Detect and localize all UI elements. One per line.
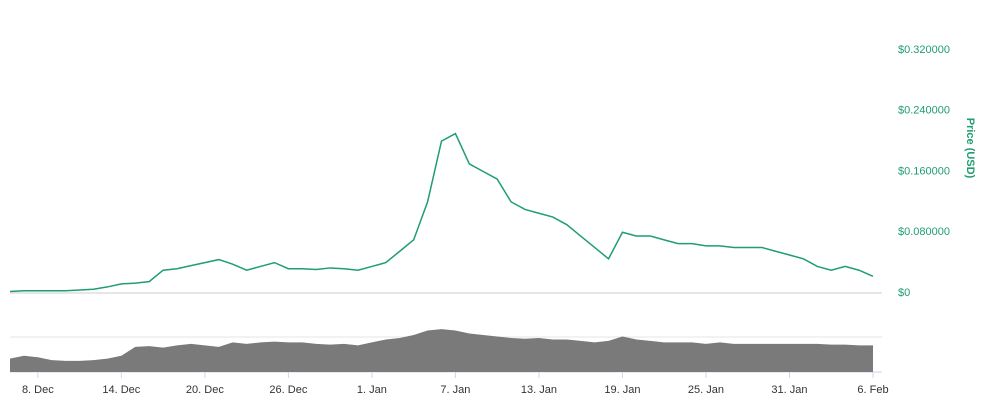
y-tick-label: $0.320000 xyxy=(898,44,950,56)
y-tick-label: $0.080000 xyxy=(898,226,950,238)
x-tick-label: 26. Dec xyxy=(269,384,307,396)
y-tick-label: $0.240000 xyxy=(898,105,950,117)
price-line xyxy=(9,132,874,293)
x-tick-label: 14. Dec xyxy=(102,384,140,396)
x-tick-label: 7. Jan xyxy=(440,384,470,396)
y-axis-label: Price (USD) xyxy=(964,118,976,179)
x-tick-label: 8. Dec xyxy=(22,384,54,396)
x-tick-label: 20. Dec xyxy=(186,384,224,396)
x-tick-label: 1. Jan xyxy=(357,384,387,396)
y-tick-label: $0 xyxy=(898,287,910,299)
x-tick-label: 31. Jan xyxy=(771,384,807,396)
x-tick-label: 19. Jan xyxy=(604,384,640,396)
y-tick-label: $0.160000 xyxy=(898,165,950,177)
x-tick-label: 6. Feb xyxy=(857,384,888,396)
volume-area xyxy=(10,329,873,372)
x-tick-label: 25. Jan xyxy=(688,384,724,396)
x-tick-label: 13. Jan xyxy=(521,384,557,396)
